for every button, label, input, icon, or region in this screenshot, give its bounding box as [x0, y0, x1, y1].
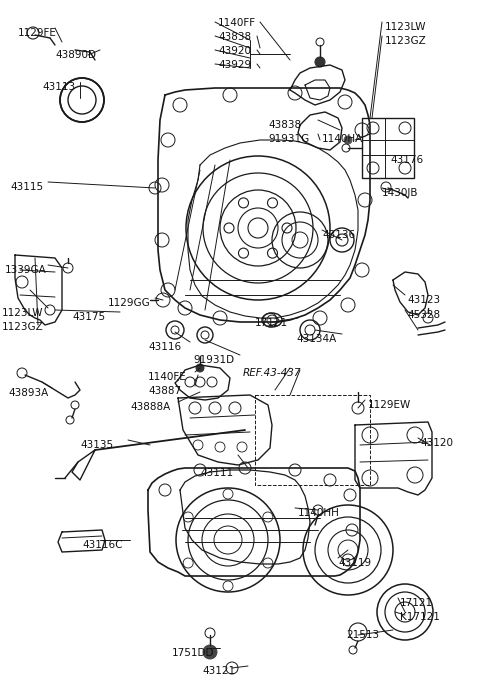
Text: 1123LW: 1123LW: [2, 308, 44, 318]
Text: 1123GZ: 1123GZ: [385, 36, 427, 46]
Text: 43115: 43115: [10, 182, 43, 192]
Circle shape: [203, 645, 217, 659]
Text: 43136: 43136: [322, 230, 355, 240]
Text: 43838: 43838: [268, 120, 301, 130]
Text: 91931G: 91931G: [268, 134, 309, 144]
Text: 1129FE: 1129FE: [18, 28, 57, 38]
Bar: [255, 395, 370, 485]
Text: 43135: 43135: [80, 440, 113, 450]
Text: 1339GA: 1339GA: [5, 265, 47, 275]
Text: 1123GZ: 1123GZ: [2, 322, 44, 332]
Text: REF.43-437: REF.43-437: [243, 368, 301, 378]
Text: 43838: 43838: [218, 32, 251, 42]
Text: 21513: 21513: [346, 630, 379, 640]
Text: 1140HA: 1140HA: [322, 134, 363, 144]
Text: 45328: 45328: [407, 310, 440, 320]
Text: 17121: 17121: [255, 318, 288, 328]
Text: 43116: 43116: [148, 342, 181, 352]
Text: 17121: 17121: [400, 598, 433, 608]
Text: 1123LW: 1123LW: [385, 22, 427, 32]
Text: 43134A: 43134A: [296, 334, 336, 344]
Circle shape: [196, 364, 204, 372]
Text: 1430JB: 1430JB: [382, 188, 419, 198]
Text: 43123: 43123: [407, 295, 440, 305]
Text: K17121: K17121: [400, 612, 440, 622]
Text: 1751DD: 1751DD: [172, 648, 215, 658]
Text: 43116C: 43116C: [82, 540, 122, 550]
Text: 1140FF: 1140FF: [218, 18, 256, 28]
Text: 91931D: 91931D: [193, 355, 234, 365]
Text: 1129EW: 1129EW: [368, 400, 411, 410]
Text: 43111: 43111: [200, 468, 233, 478]
Circle shape: [315, 57, 325, 67]
Text: 43890D: 43890D: [55, 50, 96, 60]
Text: 43113: 43113: [42, 82, 75, 92]
Text: 43893A: 43893A: [8, 388, 48, 398]
Text: 43929: 43929: [218, 60, 251, 70]
Text: 43887: 43887: [148, 386, 181, 396]
Text: 43119: 43119: [338, 558, 371, 568]
Text: 1140HH: 1140HH: [298, 508, 340, 518]
Text: 43920: 43920: [218, 46, 251, 56]
Text: 43120: 43120: [420, 438, 453, 448]
Text: 1140FE: 1140FE: [148, 372, 187, 382]
Text: 43176: 43176: [390, 155, 423, 165]
Text: 43175: 43175: [72, 312, 105, 322]
Bar: [362, 118, 414, 178]
Text: 1129GG: 1129GG: [108, 298, 151, 308]
Text: 43888A: 43888A: [130, 402, 170, 412]
Circle shape: [344, 136, 352, 144]
Text: 43121: 43121: [202, 666, 235, 676]
